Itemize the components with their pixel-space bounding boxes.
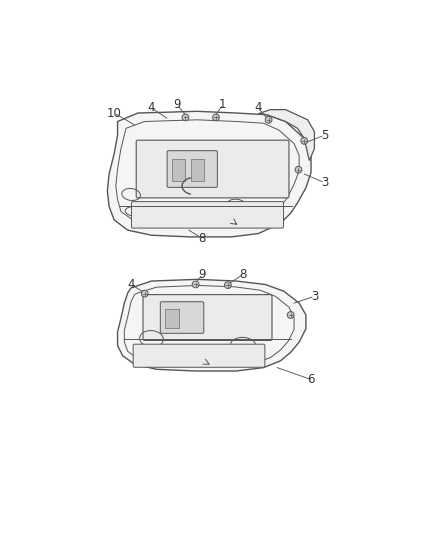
Text: 1: 1 [219, 98, 226, 111]
Circle shape [192, 281, 199, 288]
Text: 4: 4 [254, 101, 262, 115]
Bar [165, 309, 179, 328]
Text: 9: 9 [199, 268, 206, 281]
Circle shape [212, 114, 219, 121]
Text: 10: 10 [107, 107, 122, 119]
Circle shape [141, 290, 148, 297]
Text: 5: 5 [321, 128, 328, 142]
FancyBboxPatch shape [167, 151, 217, 188]
Text: 3: 3 [321, 176, 328, 189]
Polygon shape [258, 110, 314, 160]
Text: 6: 6 [307, 373, 315, 386]
Bar [191, 159, 204, 181]
FancyBboxPatch shape [133, 344, 265, 367]
FancyBboxPatch shape [136, 140, 289, 198]
Circle shape [301, 138, 307, 144]
Text: 8: 8 [240, 268, 247, 281]
FancyBboxPatch shape [160, 302, 204, 333]
Circle shape [182, 114, 189, 121]
Circle shape [287, 312, 294, 318]
Circle shape [265, 116, 272, 123]
Text: 8: 8 [199, 232, 206, 245]
Text: 3: 3 [311, 290, 318, 303]
Text: 9: 9 [173, 98, 181, 111]
Text: 4: 4 [127, 278, 135, 291]
Circle shape [224, 282, 231, 288]
Circle shape [295, 166, 302, 173]
Polygon shape [107, 111, 311, 237]
FancyBboxPatch shape [131, 201, 283, 228]
Bar [172, 159, 185, 181]
Polygon shape [117, 279, 306, 371]
FancyBboxPatch shape [143, 295, 272, 341]
Text: 4: 4 [148, 101, 155, 115]
